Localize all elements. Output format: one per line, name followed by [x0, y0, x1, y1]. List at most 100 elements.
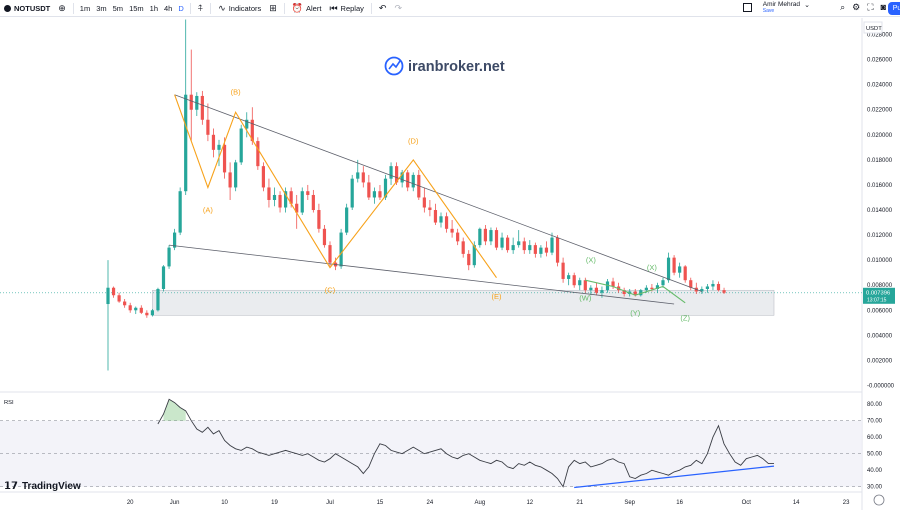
indicators-button[interactable]: ∿ Indicators [214, 0, 265, 17]
toolbar-divider [72, 2, 74, 14]
brand-text: TradingView [22, 481, 81, 492]
timeframe-4h[interactable]: 4h [164, 3, 173, 13]
currency-box[interactable] [863, 21, 883, 34]
candle-body [561, 262, 565, 279]
candle-body [433, 210, 438, 223]
fullscreen-icon[interactable]: ⛶ [867, 2, 874, 12]
publish-button[interactable]: Pu [888, 2, 900, 15]
timeframe-3m[interactable]: 3m [96, 3, 107, 13]
quick-search-icon[interactable]: ⌕ [840, 2, 846, 12]
chevron-down-icon: ⌄ [804, 2, 810, 9]
toolbar-divider [283, 2, 285, 14]
candle-body [450, 228, 454, 233]
candle-body [189, 94, 193, 110]
price-tick-label: 0.004000 [867, 333, 893, 339]
candle-body [389, 166, 393, 179]
redo-button[interactable]: ↷ [390, 0, 406, 17]
candle-body [494, 230, 499, 248]
alert-button[interactable]: ⏰ Alert [288, 0, 326, 17]
candle-body [456, 232, 460, 242]
candle-body [661, 280, 665, 286]
candle-body [139, 307, 143, 313]
wave-path [585, 279, 686, 304]
candle-body [117, 295, 121, 302]
wave-label: (E) [492, 292, 503, 301]
price-tick-label: 0.028000 [867, 33, 893, 39]
tradingview-brand: 𝟭𝟳 TradingView [4, 481, 81, 492]
price-tick-label: 0.020000 [867, 133, 893, 139]
candle-body [217, 144, 221, 150]
timeframe-D[interactable]: D [178, 3, 184, 13]
candle-body [439, 216, 443, 223]
wedge-trendline [169, 244, 675, 305]
price-tick-label: 0.018000 [867, 158, 893, 164]
timeframe-5m[interactable]: 5m [112, 3, 124, 13]
candle-body [123, 301, 127, 306]
candle-body [161, 266, 166, 289]
tradingview-logo-icon: 𝟭𝟳 [4, 481, 18, 492]
alarm-clock-icon: ⏰ [291, 2, 304, 13]
user-menu[interactable]: Amir Mehrad Save ⌄ [742, 1, 810, 15]
add-circle-icon: ⊕ [58, 2, 66, 13]
candle-body [234, 162, 238, 188]
candle-body [678, 266, 682, 273]
candle-body [622, 290, 626, 294]
rsi-trendline [574, 465, 775, 489]
candle-body [150, 310, 154, 316]
candle-body [106, 287, 110, 305]
candle-body [239, 128, 243, 163]
chart-type-button[interactable]: ⍏ [194, 0, 207, 17]
candle-body [156, 288, 160, 311]
replay-button[interactable]: ⏮ Replay [325, 0, 367, 17]
candle-body [372, 191, 376, 198]
last-price-badge-bg [863, 287, 895, 304]
candle-body [511, 245, 515, 251]
candle-body [272, 194, 277, 200]
indicators-icon: ∿ [218, 2, 226, 13]
candle-body [206, 119, 210, 135]
time-tick-label: Oct [742, 500, 752, 506]
rsi-tick-label: 40.00 [867, 468, 883, 474]
symbol-search[interactable]: NOTUSDT [0, 0, 54, 17]
candle-body [383, 178, 388, 198]
symbol-name: NOTUSDT [14, 3, 51, 13]
toolbar-divider [370, 2, 372, 14]
timeframe-15m[interactable]: 15m [129, 3, 144, 13]
candle-body [378, 191, 382, 198]
price-tick-label: 0.006000 [867, 308, 893, 314]
layouts-button[interactable]: ⊞ [265, 0, 281, 17]
candle-body [267, 187, 271, 200]
axis-settings-button[interactable] [873, 494, 885, 506]
watermark: iranbroker.net [384, 56, 505, 76]
wave-label: (X) [586, 256, 597, 265]
candle-body [339, 232, 343, 267]
right-toolbar-icons: ⌕ ⚙ ⛶ ◙ [840, 2, 886, 13]
time-tick-label: 21 [576, 500, 583, 506]
rsi-tick-label: 60.00 [867, 435, 883, 441]
candle-body [256, 141, 260, 167]
time-tick-label: Sep [624, 500, 635, 506]
timeframe-1h[interactable]: 1h [149, 3, 158, 13]
candle-body [639, 290, 643, 296]
wave-label: (C) [325, 286, 336, 295]
candle-body [467, 253, 471, 266]
redo-icon: ↷ [394, 2, 402, 13]
time-tick-label: 14 [793, 500, 800, 506]
candle-body [611, 281, 615, 287]
price-tick-label: 0.022000 [867, 108, 893, 114]
candle-body [644, 287, 648, 291]
candle-body [306, 191, 310, 195]
price-tick-label: 0.008000 [867, 283, 893, 289]
candle-body [705, 286, 709, 289]
compare-button[interactable]: ⊕ [54, 0, 70, 17]
candle-body [716, 283, 721, 291]
timeframe-1m[interactable]: 1m [79, 3, 91, 13]
price-tick-label: 0.002000 [867, 358, 893, 364]
camera-snapshot-icon[interactable]: ◙ [880, 2, 886, 12]
candle-body [700, 288, 704, 292]
time-tick-label: Jun [170, 500, 180, 506]
undo-button[interactable]: ↶ [375, 0, 391, 17]
candle-body [572, 275, 576, 286]
settings-gear-icon[interactable]: ⚙ [852, 2, 861, 12]
